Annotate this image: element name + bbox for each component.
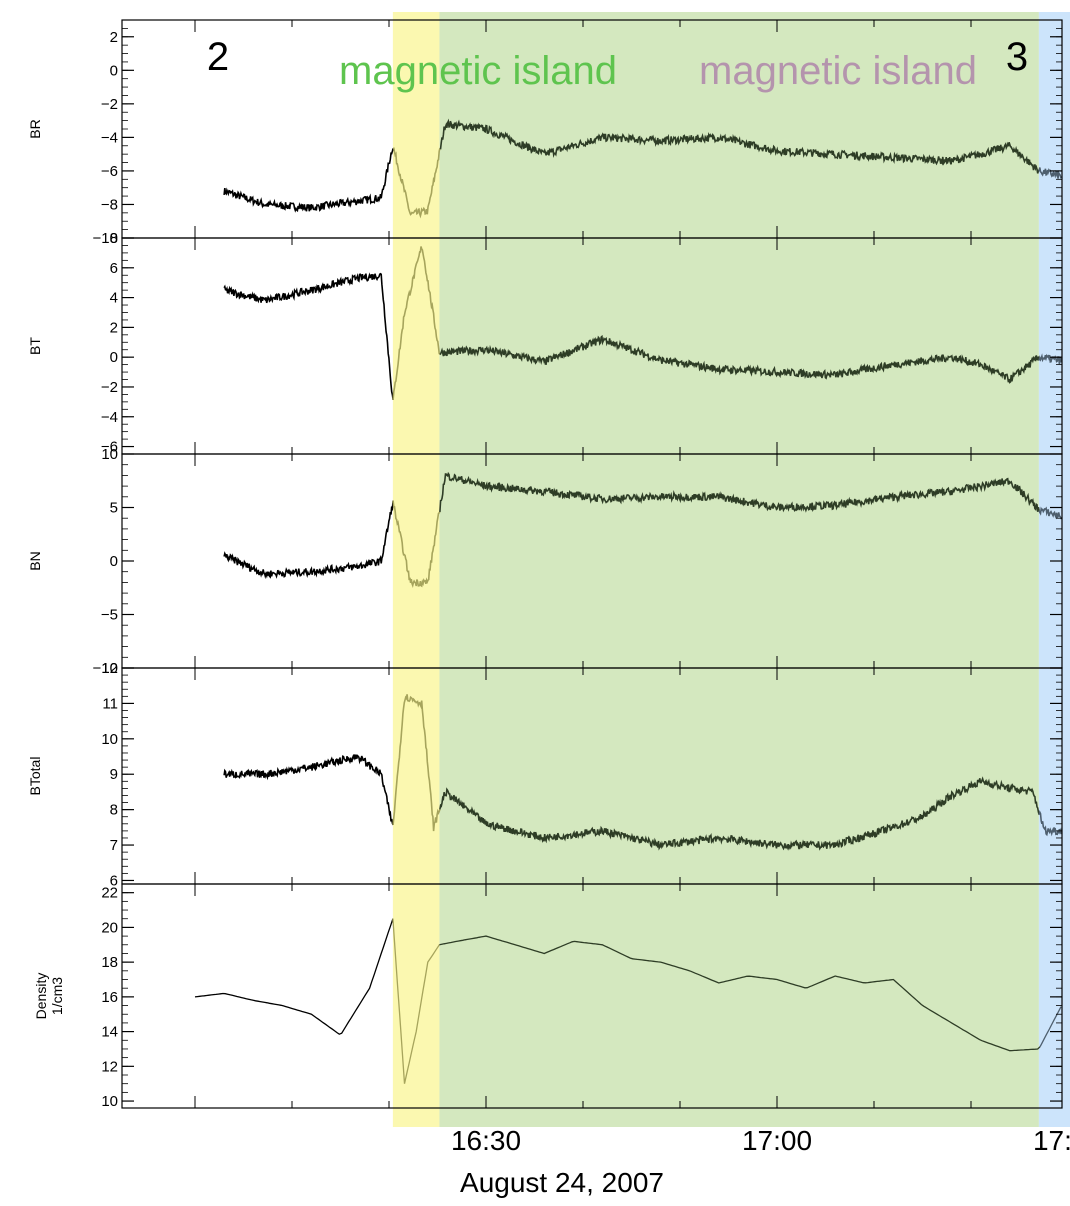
region-label-1: magnetic island [339, 49, 617, 93]
series-line-3-2 [439, 776, 1040, 851]
ytick-label-3-0: 12 [101, 660, 118, 677]
region-label-0: 2 [207, 35, 229, 79]
ytick-label-0-3: −4 [101, 129, 118, 146]
ytick-label-1-1: 6 [110, 260, 118, 277]
ytick-label-4-5: 12 [101, 1058, 118, 1075]
series-line-1-3 [1038, 353, 1063, 365]
series-line-3-1 [392, 694, 441, 832]
series-line-1-0 [223, 272, 394, 401]
series-line-2-1 [392, 500, 441, 588]
ytick-label-2-2: 0 [110, 553, 118, 570]
ytick-label-4-3: 16 [101, 989, 118, 1006]
ytick-label-4-6: 10 [101, 1093, 118, 1110]
x-axis-title: August 24, 2007 [460, 1167, 664, 1198]
ytick-label-0-4: −6 [101, 163, 118, 180]
ylabel-2: BN [27, 551, 43, 570]
series-line-1-1 [392, 246, 441, 400]
ytick-label-2-4: −10 [93, 660, 118, 677]
ytick-label-2-0: 10 [101, 446, 118, 463]
series-line-0-0 [223, 148, 394, 213]
ytick-label-1-2: 4 [110, 290, 118, 307]
region-1 [439, 12, 1039, 1127]
ytick-label-1-6: −4 [101, 409, 118, 426]
ytick-label-3-4: 8 [110, 802, 118, 819]
ytick-label-0-0: 2 [110, 29, 118, 46]
ytick-label-3-3: 9 [110, 766, 118, 783]
ytick-label-4-0: 22 [101, 885, 118, 902]
ytick-label-0-5: −8 [101, 196, 118, 213]
series-line-4-3 [1039, 1006, 1062, 1048]
data-series [194, 118, 1063, 1084]
series-line-4-1 [392, 918, 440, 1084]
ytick-label-4-1: 20 [101, 919, 118, 936]
region-2 [1038, 12, 1070, 1127]
ytick-label-2-3: −5 [101, 607, 118, 624]
series-line-2-0 [223, 500, 394, 580]
axes [121, 19, 1063, 1109]
background-regions [392, 12, 1070, 1127]
xtick-label-1: 17:00 [742, 1125, 812, 1156]
series-line-2-3 [1038, 506, 1063, 520]
series-line-3-3 [1038, 809, 1063, 837]
ylabel-0: BR [27, 119, 43, 138]
series-line-0-1 [392, 147, 441, 219]
panel-frame-4 [121, 883, 1063, 1109]
ytick-label-3-6: 6 [110, 872, 118, 889]
ytick-label-3-5: 7 [110, 837, 118, 854]
ytick-label-0-2: −2 [101, 96, 118, 113]
ytick-label-1-4: 0 [110, 349, 118, 366]
ylabel-4: Density [33, 973, 49, 1020]
region-label-2: magnetic island [699, 49, 977, 93]
ytick-label-4-4: 14 [101, 1024, 118, 1041]
ylabel-group-4: Density 1/cm3 [33, 973, 65, 1020]
series-line-0-2 [439, 118, 1040, 174]
ytick-label-1-5: −2 [101, 379, 118, 396]
series-line-3-0 [223, 753, 394, 826]
series-line-4-0 [194, 918, 394, 1035]
ytick-label-1-0: 8 [110, 230, 118, 247]
series-line-2-2 [439, 471, 1040, 513]
series-line-1-2 [439, 334, 1040, 384]
xtick-label-0: 16:30 [451, 1125, 521, 1156]
ytick-label-2-1: 5 [110, 500, 118, 517]
ytick-label-1-7: −6 [101, 439, 118, 456]
ylabel-1: BT [27, 337, 43, 355]
labels: 2 magnetic island magnetic island 320−2−4−6… [27, 29, 1070, 1198]
ytick-label-3-2: 10 [101, 731, 118, 748]
ytick-label-3-1: 11 [102, 695, 118, 712]
ytick-label-0-6: −10 [93, 230, 118, 247]
ytick-label-1-3: 2 [110, 319, 118, 336]
ylabel-3: BTotal [27, 757, 43, 796]
ytick-label-0-1: 0 [110, 62, 118, 79]
ytick-label-4-2: 18 [101, 954, 118, 971]
region-0 [392, 12, 440, 1127]
region-label-3: 3 [1006, 35, 1028, 79]
xtick-label-2: 17:30 [1033, 1125, 1070, 1156]
ylabel-unit-4: 1/cm3 [49, 977, 65, 1015]
series-line-4-2 [439, 935, 1041, 1052]
